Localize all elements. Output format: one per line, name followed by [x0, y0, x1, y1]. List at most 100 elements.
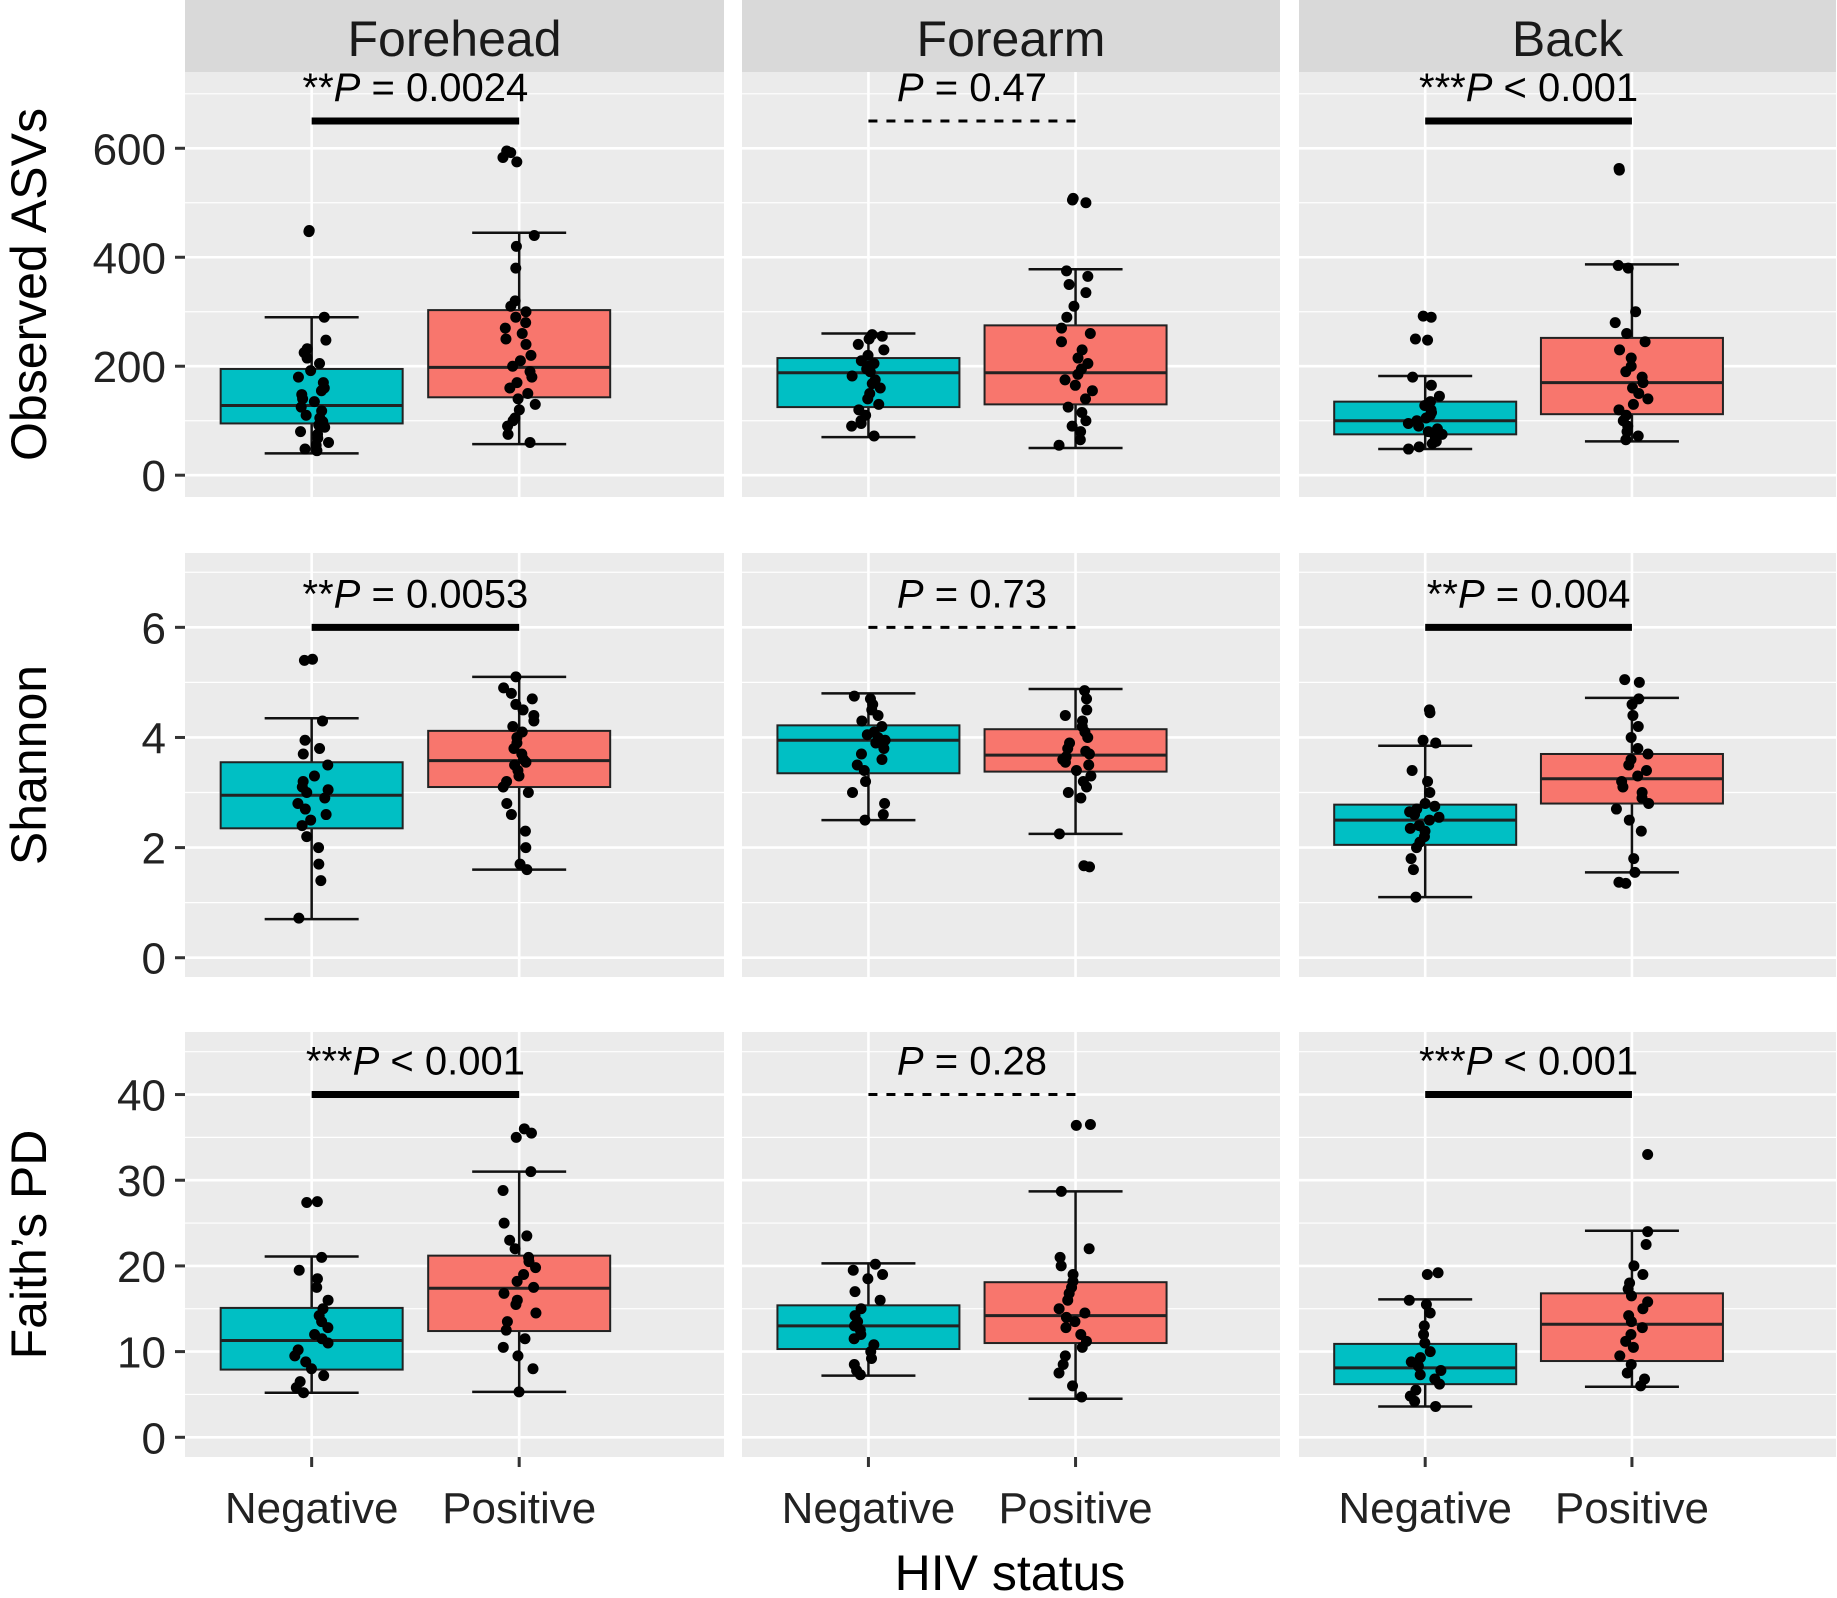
data-point: [1081, 693, 1093, 705]
data-point: [530, 1307, 542, 1319]
data-point: [1612, 259, 1624, 271]
data-point: [528, 1281, 540, 1293]
sig-p: P: [334, 66, 361, 110]
y-axes: 0 200 400 600 Observed ASVs 0 2 4 6 Shannon 0 10 20 3…: [1, 108, 185, 1463]
data-point: [852, 338, 864, 350]
data-point: [305, 814, 317, 826]
data-point: [1424, 787, 1436, 799]
data-point: [1086, 385, 1098, 397]
data-point: [1609, 317, 1621, 329]
data-point: [1082, 358, 1094, 370]
data-point: [1083, 759, 1095, 771]
data-point: [520, 306, 532, 318]
data-point: [1409, 333, 1421, 345]
data-point: [298, 654, 310, 666]
x-tick-label: Positive: [1555, 1484, 1709, 1533]
data-point: [1084, 1119, 1096, 1131]
data-point: [1062, 401, 1074, 413]
data-point: [505, 687, 517, 699]
data-point: [510, 240, 522, 252]
data-point: [524, 366, 536, 378]
y-tick-label: 40: [117, 1072, 166, 1121]
data-point: [513, 404, 525, 416]
data-point: [1414, 1369, 1426, 1381]
sig-value: = 0.28: [924, 1040, 1047, 1084]
data-point: [523, 1251, 535, 1263]
data-point: [848, 690, 860, 702]
data-point: [1642, 393, 1654, 405]
data-point: [1081, 704, 1093, 716]
data-point: [1429, 800, 1441, 812]
data-point: [300, 409, 312, 421]
data-point: [513, 1386, 525, 1398]
sig-p: P: [1458, 572, 1485, 616]
y-tick-label: 4: [142, 714, 166, 763]
data-point: [877, 809, 889, 821]
data-point: [497, 1341, 509, 1353]
panel-forehead-1: **P = 0.0053: [185, 553, 724, 977]
data-point: [311, 1273, 323, 1285]
data-point: [862, 349, 874, 361]
x-tick-label: Negative: [1338, 1484, 1512, 1533]
facet-strip-bg: [742, 0, 1280, 72]
data-point: [1074, 434, 1086, 446]
data-point: [313, 842, 325, 854]
data-point: [859, 814, 871, 826]
data-point: [862, 1273, 874, 1285]
data-point: [318, 311, 330, 323]
data-point: [1424, 396, 1436, 408]
data-point: [1642, 1296, 1654, 1308]
data-point: [1060, 751, 1072, 763]
y-axis-title: Shannon: [1, 665, 57, 865]
sig-p: P: [897, 1040, 924, 1084]
data-point: [1616, 776, 1628, 788]
data-point: [514, 355, 526, 367]
data-point: [1619, 674, 1631, 686]
sig-value: = 0.73: [924, 572, 1047, 616]
sig-p: P: [353, 1040, 380, 1084]
data-point: [525, 349, 537, 361]
data-point: [876, 330, 888, 342]
data-point: [1627, 1341, 1639, 1353]
data-point: [1431, 423, 1443, 435]
data-point: [1422, 776, 1434, 788]
data-point: [314, 358, 326, 370]
data-point: [1625, 352, 1637, 364]
data-point: [507, 360, 519, 372]
data-point: [317, 1303, 329, 1315]
data-point: [525, 1166, 537, 1178]
data-point: [498, 1217, 510, 1229]
data-point: [1422, 334, 1434, 346]
data-point: [1419, 798, 1431, 810]
panel-background: [185, 72, 724, 497]
data-point: [294, 1376, 306, 1388]
data-point: [1613, 162, 1625, 174]
data-point: [1625, 753, 1637, 765]
data-point: [1620, 434, 1632, 446]
data-point: [1424, 1346, 1436, 1358]
data-point: [500, 333, 512, 345]
sig-value: < 0.001: [1492, 1040, 1638, 1084]
data-point: [1421, 1268, 1433, 1280]
data-point: [1080, 393, 1092, 405]
data-point: [1613, 404, 1625, 416]
data-point: [1411, 415, 1423, 427]
data-point: [1433, 811, 1445, 823]
significance-label: ***P < 0.001: [1419, 66, 1638, 110]
data-point: [510, 262, 522, 274]
data-point: [1067, 1268, 1079, 1280]
data-point: [1080, 287, 1092, 299]
data-point: [868, 1339, 880, 1351]
data-point: [1632, 742, 1644, 754]
facet-strip-bg: [1299, 0, 1836, 72]
data-point: [1076, 1391, 1088, 1403]
data-point: [1406, 765, 1418, 777]
data-point: [1413, 441, 1425, 453]
data-point: [849, 1286, 861, 1298]
y-tick-label: 400: [93, 234, 166, 283]
sig-value: = 0.0053: [360, 572, 528, 616]
data-point: [873, 398, 885, 410]
data-point: [297, 776, 309, 788]
data-point: [514, 858, 526, 870]
panel-forearm-1: P = 0.73: [742, 553, 1280, 977]
